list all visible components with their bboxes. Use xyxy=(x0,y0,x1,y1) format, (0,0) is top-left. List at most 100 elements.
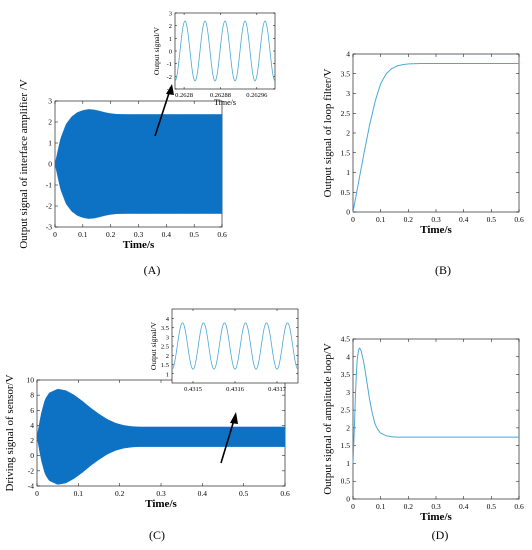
panel-d-ytick-label: 3 xyxy=(346,388,350,397)
panel-b-ytick-label: 1 xyxy=(346,168,350,177)
panel-a-inset-ytick-label: 1 xyxy=(169,36,172,43)
panel-d-ytick-label: 0.5 xyxy=(341,477,351,486)
panel-a-inset-ytick-label: 2 xyxy=(169,23,172,30)
panel-a-x-axis-label: Time/s xyxy=(123,239,155,251)
panel-b-xtick-label: 0.4 xyxy=(459,215,469,224)
panel-d-ytick-label: 1.5 xyxy=(341,441,351,450)
panel-b-series-line xyxy=(352,62,519,213)
panel-b-ytick-label: 3.5 xyxy=(341,69,351,78)
panel-d: 0 0.1 0.2 0.3 0.4 0.5 0.6 0 0.5 1 1.5 2 2.5 3 3.5 4 4.5 T… xyxy=(322,335,524,524)
panel-b-xtick-label: 0 xyxy=(351,215,355,224)
panel-d-ytick-label: 2 xyxy=(346,423,350,432)
panel-b-y-axis-label: Output signal of loop filter/V xyxy=(322,68,334,197)
panel-d-plot-area xyxy=(352,338,520,500)
panel-d-ytick-label: 4.5 xyxy=(341,335,351,344)
panel-a-inset-ytick-label: -1 xyxy=(167,61,172,68)
panel-c: 0 0.1 0.2 0.3 0.4 0.5 0.6 -4 -2 0 2 4 6 8 10 Time/s Driv… xyxy=(4,308,299,510)
panel-a-inset-sine-line xyxy=(174,20,276,82)
panel-b-ytick-label: 2 xyxy=(346,129,350,138)
panel-c-inset-xtick-label: 0.4315 xyxy=(184,386,202,393)
panel-c-ytick-label: 4 xyxy=(30,421,34,430)
panel-c-inset-ytick-label: 2.5 xyxy=(161,344,169,351)
panel-d-xtick-label: 0.1 xyxy=(376,502,386,511)
panel-c-inset-ytick-label: 3 xyxy=(166,334,169,341)
zoom-arrow-a-head xyxy=(166,84,174,95)
panel-c-inset-ytick-label: 3.5 xyxy=(161,325,169,332)
panel-a-ytick-label: 3 xyxy=(48,97,52,106)
zoom-arrow-c xyxy=(220,419,235,464)
panel-c-inset: 0.4315 0.4316 0.4317 1 1.5 2 2.5 3 3.5 4 Output si… xyxy=(149,308,299,393)
panel-a-xtick-label: 0.2 xyxy=(106,230,116,239)
panel-b-xtick-label: 0.2 xyxy=(404,215,414,224)
panel-a-inset-ytick-label: 0 xyxy=(169,49,172,56)
panel-c-inset-ytick-label: 4 xyxy=(166,316,170,323)
panel-b-xtick-label: 0.6 xyxy=(514,215,524,224)
panel-c-inset-xtick-label: 0.4316 xyxy=(226,386,245,393)
panel-c-inset-ytick-label: 2 xyxy=(166,353,169,360)
panel-d-xtick-label: 0.4 xyxy=(459,502,469,511)
panel-a-xtick-label: 0.3 xyxy=(134,230,144,239)
panel-a-inset-y-axis-label: Output signal/V xyxy=(152,26,161,75)
panel-d-xtick-label: 0.6 xyxy=(514,502,524,511)
panel-c-inset-ytick-label: 1 xyxy=(166,371,169,378)
panel-d-ytick-label: 0 xyxy=(346,495,350,504)
panel-a-inset-ytick-label: -2 xyxy=(167,74,172,81)
panel-a-ytick-label: 1 xyxy=(48,139,52,148)
panel-d-y-axis-label: Output signal of amplitude loop/V xyxy=(322,343,334,495)
zoom-arrow-c-head xyxy=(230,412,238,424)
panel-a-inset-xtick-label: 0.2628 xyxy=(175,92,193,99)
panel-d-xtick-label: 0.5 xyxy=(487,502,497,511)
panel-c-xtick-label: 0.4 xyxy=(198,489,208,498)
panel-b-ytick-label: 3 xyxy=(346,89,350,98)
panel-c-ytick-label: 0 xyxy=(30,451,34,460)
panel-d-label: (D) xyxy=(432,528,449,542)
panel-a-inset-xtick-label: 0.26296 xyxy=(246,92,268,99)
panel-a-xtick-label: 0.6 xyxy=(217,230,227,239)
panel-c-inset-sine-line xyxy=(171,322,299,370)
panel-c-ytick-label: 2 xyxy=(30,436,34,445)
panel-a-ytick-label: -3 xyxy=(46,223,52,232)
panel-b-ytick-label: 1.5 xyxy=(341,148,351,157)
panel-d-series-line xyxy=(352,347,519,464)
panel-b-ytick-label: 2.5 xyxy=(341,109,351,118)
panel-c-xtick-label: 0 xyxy=(35,489,39,498)
panel-b-xtick-label: 0.1 xyxy=(376,215,386,224)
panel-a-inset: 0.26280.262880.26296-3-2-10123Time/sOutp… xyxy=(152,11,276,107)
panel-d-ytick-label: 1 xyxy=(346,459,350,468)
panel-c-ytick-label: -4 xyxy=(28,482,34,491)
panel-a-xtick-label: 0.5 xyxy=(189,230,199,239)
panel-d-ytick-label: 2.5 xyxy=(341,406,351,415)
panel-d-xtick-label: 0.2 xyxy=(404,502,414,511)
panel-a-xtick-label: 0.4 xyxy=(162,230,172,239)
panel-b-ytick-label: 0 xyxy=(346,208,350,217)
panel-c-x-axis-label: Time/s xyxy=(145,498,177,510)
panel-b-ytick-label: 4 xyxy=(346,50,350,59)
panel-c-signal-envelope xyxy=(36,389,286,485)
panel-c-ytick-label: 6 xyxy=(30,406,34,415)
panel-a-ytick-label: -1 xyxy=(46,181,52,190)
panel-b-label: (B) xyxy=(435,263,451,277)
panel-d-x-axis-label: Time/s xyxy=(420,511,452,523)
panel-a-xtick-label: 0.1 xyxy=(78,230,88,239)
panel-c-y-axis-label: Driving signal of sensor/V xyxy=(4,374,16,491)
panel-d-ytick-label: 4 xyxy=(346,352,350,361)
panel-c-ytick-label: 10 xyxy=(27,376,35,385)
zoom-arrow-a xyxy=(154,89,171,137)
panel-a-inset-x-axis-label: Time/s xyxy=(214,98,236,107)
panel-b-ytick-label: 0.5 xyxy=(341,188,351,197)
panel-c-ytick-label: 8 xyxy=(30,391,34,400)
zoom-arrows xyxy=(154,84,238,464)
panel-c-xtick-label: 0.1 xyxy=(74,489,84,498)
panel-a-inset-plot-area xyxy=(174,12,276,90)
panel-c-inset-xtick-label: 0.4317 xyxy=(268,386,287,393)
panel-b: 0 0.1 0.2 0.3 0.4 0.5 0.6 0 0.5 1 1.5 2 2.5 3 3.5 4 Time… xyxy=(322,50,524,237)
panel-a-inset-ytick-label: 3 xyxy=(169,11,172,18)
panel-a-label: (A) xyxy=(144,263,161,277)
panel-c-xtick-label: 0.3 xyxy=(156,489,166,498)
panel-c-xtick-label: 0.6 xyxy=(280,489,290,498)
panel-d-ytick-label: 3.5 xyxy=(341,370,351,379)
panel-b-x-axis-label: Time/s xyxy=(420,224,452,236)
panel-a-ytick-label: -2 xyxy=(46,202,52,211)
panel-c-inset-ytick-label: 1.5 xyxy=(161,362,169,369)
